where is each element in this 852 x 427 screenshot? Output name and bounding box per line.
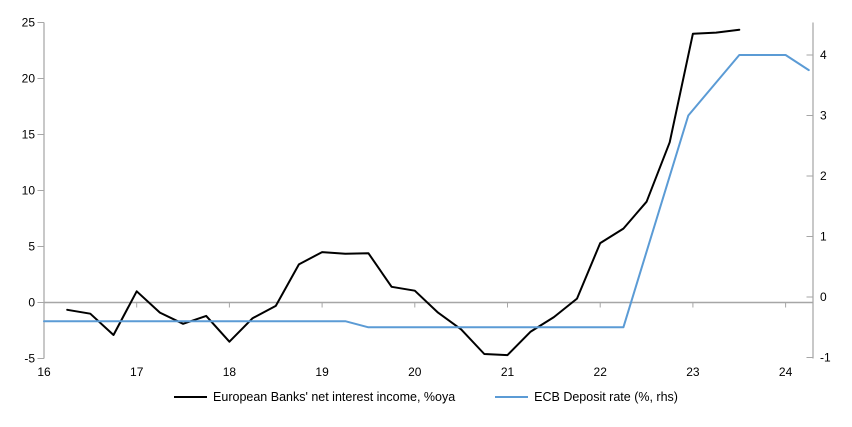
y-left-tick-label: 15 bbox=[22, 128, 36, 142]
y-right-tick-label: 0 bbox=[820, 290, 827, 304]
y-left-tick-label: 0 bbox=[28, 296, 35, 310]
legend-label-ecb-deposit-rate: ECB Deposit rate (%, rhs) bbox=[534, 390, 678, 404]
legend-label-net-interest-income: European Banks' net interest income, %oy… bbox=[213, 390, 456, 404]
y-right-tick-label: 4 bbox=[820, 48, 827, 62]
y-right-tick-label: 3 bbox=[820, 109, 827, 123]
y-left-tick-label: -5 bbox=[24, 352, 35, 366]
series-line-ecb-deposit-rate bbox=[43, 54, 810, 329]
x-axis-tick-label: 24 bbox=[779, 365, 793, 379]
series-line-net-interest-income bbox=[66, 28, 741, 357]
y-right-tick-label: 1 bbox=[820, 230, 827, 244]
x-axis-tick-label: 18 bbox=[223, 365, 237, 379]
legend-line-swatch-blue bbox=[495, 396, 529, 398]
x-axis-tick-label: 19 bbox=[315, 365, 329, 379]
x-axis-tick-label: 20 bbox=[408, 365, 422, 379]
y-left-tick-label: 25 bbox=[22, 16, 36, 30]
y-left-tick-label: 5 bbox=[28, 240, 35, 254]
y-right-tick-label: -1 bbox=[820, 351, 831, 365]
legend-item-net-interest-income: European Banks' net interest income, %oy… bbox=[174, 390, 455, 404]
legend-item-ecb-deposit-rate: ECB Deposit rate (%, rhs) bbox=[495, 390, 678, 404]
legend-line-swatch-black bbox=[174, 396, 208, 398]
x-axis-tick-label: 23 bbox=[686, 365, 700, 379]
y-left-tick-label: 10 bbox=[22, 184, 36, 198]
y-right-tick-label: 2 bbox=[820, 169, 827, 183]
y-left-tick-label: 20 bbox=[22, 72, 36, 86]
chart-legend: European Banks' net interest income, %oy… bbox=[0, 390, 852, 404]
x-axis-tick-label: 21 bbox=[501, 365, 515, 379]
x-axis-tick-label: 17 bbox=[130, 365, 144, 379]
x-axis-tick-label: 22 bbox=[594, 365, 608, 379]
x-axis-tick-label: 16 bbox=[37, 365, 51, 379]
